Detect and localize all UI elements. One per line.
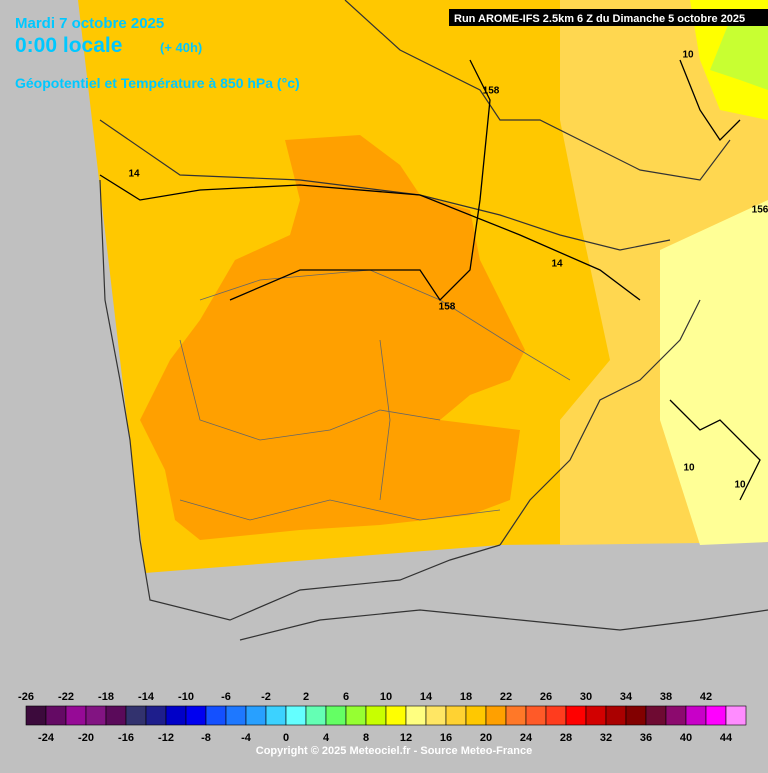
scale-box [65,705,87,726]
scale-label: 30 [580,691,592,703]
scale-label: -6 [221,691,231,703]
scale-box [85,705,107,726]
scale-box [285,705,307,726]
scale-label: 8 [363,732,369,744]
scale-label: 40 [680,732,692,744]
color-scale: -26-24-22-20-18-16-14-12-10-8-6-4-202468… [18,691,747,744]
contour-label: 158 [483,86,500,97]
scale-box [145,705,167,726]
scale-box [685,705,707,726]
contour-label: 14 [551,259,563,270]
scale-box [245,705,267,726]
contour-label: 156 [752,205,768,216]
scale-label: 10 [380,691,392,703]
scale-label: 28 [560,732,572,744]
scale-label: -8 [201,732,211,744]
scale-box [25,705,47,726]
scale-box [605,705,627,726]
scale-label: 18 [460,691,472,703]
field-title: Géopotentiel et Température à 850 hPa (°… [15,75,300,91]
lead-time: (+ 40h) [160,40,202,55]
scale-label: -14 [138,691,155,703]
scale-label: 38 [660,691,672,703]
scale-box [365,705,387,726]
scale-label: -4 [241,732,252,744]
coastlines [99,0,768,641]
scale-box [125,705,147,726]
scale-box [485,705,507,726]
scale-box [265,705,287,726]
scale-label: -16 [118,732,134,744]
scale-label: -2 [261,691,271,703]
scale-box [305,705,327,726]
lime-ne [710,10,768,90]
scale-box [725,705,747,726]
run-box [449,9,768,26]
run-info: Run AROME-IFS 2.5km 6 Z du Dimanche 5 oc… [454,13,745,25]
scale-label: -22 [58,691,74,703]
pale-east [660,200,768,545]
scale-box [165,705,187,726]
isolines [99,59,761,501]
scale-box [185,705,207,726]
scale-label: -26 [18,691,34,703]
scale-box [585,705,607,726]
scale-label: -10 [178,691,194,703]
scale-box [225,705,247,726]
copyright: Copyright © 2025 Meteociel.fr - Source M… [256,745,532,757]
scale-box [665,705,687,726]
scale-label: 36 [640,732,652,744]
scale-box [45,705,67,726]
scale-label: -12 [158,732,174,744]
scale-label: -18 [98,691,114,703]
scale-box [205,705,227,726]
scale-box [445,705,467,726]
scale-label: 0 [283,732,289,744]
scale-label: 2 [303,691,309,703]
scale-box [625,705,647,726]
scale-label: 24 [520,732,533,744]
scale-label: 12 [400,732,412,744]
scale-box [545,705,567,726]
scale-box [705,705,727,726]
scale-label: -20 [78,732,94,744]
contour-label: 14 [128,169,140,180]
scale-box [525,705,547,726]
scale-label: 44 [720,732,733,744]
scale-label: -24 [38,732,55,744]
scale-label: 20 [480,732,492,744]
contour-label: 10 [734,480,746,491]
scale-label: 42 [700,691,712,703]
scale-box [505,705,527,726]
scale-box [325,705,347,726]
contour-label: 158 [439,302,456,313]
time: 0:00 locale [15,34,122,57]
scale-label: 32 [600,732,612,744]
warm-core [140,135,525,540]
contour-label: 10 [682,50,694,61]
scale-label: 34 [620,691,633,703]
scale-box [105,705,127,726]
scale-box [645,705,667,726]
scale-label: 26 [540,691,552,703]
scale-label: 6 [343,691,349,703]
scale-label: 22 [500,691,512,703]
scale-box [345,705,367,726]
scale-label: 14 [420,691,433,703]
scale-box [385,705,407,726]
scale-box [465,705,487,726]
scale-box [565,705,587,726]
scale-box [425,705,447,726]
date: Mardi 7 octobre 2025 [15,15,164,32]
scale-label: 4 [323,732,330,744]
scale-label: 16 [440,732,452,744]
contour-label: 10 [683,463,695,474]
borders [179,269,571,521]
scale-box [405,705,427,726]
